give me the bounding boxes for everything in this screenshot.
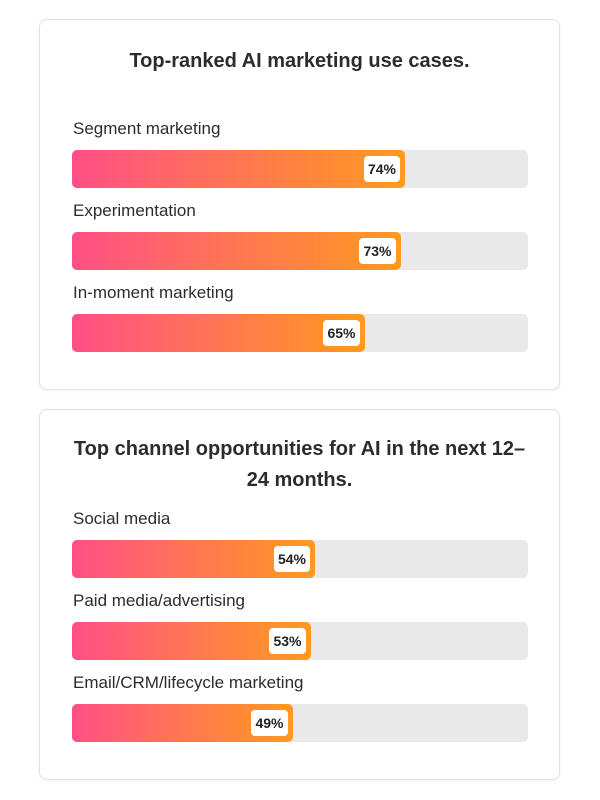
bar-label: Paid media/advertising: [73, 591, 245, 610]
bar-value-label: 53%: [269, 628, 306, 654]
bar-fill: 73%: [72, 232, 401, 270]
bar-track: 73%: [72, 232, 528, 270]
bar-track: 54%: [72, 540, 528, 578]
bar-row: Email/CRM/lifecycle marketing 49%: [72, 672, 529, 754]
bar-fill: 53%: [72, 622, 311, 660]
bar-value-label: 54%: [273, 546, 310, 572]
bar-label: In-moment marketing: [73, 283, 234, 302]
bar-row: Experimentation 73%: [72, 200, 529, 282]
channel-opportunities-card: Top channel opportunities for AI in the …: [39, 409, 560, 780]
bar-fill: 65%: [72, 314, 365, 352]
bar-track: 74%: [72, 150, 528, 188]
bar-label: Experimentation: [73, 201, 196, 220]
bar-value-label: 74%: [363, 156, 400, 182]
use-cases-bar-list: Segment marketing 74% Experimentation 73…: [72, 118, 529, 364]
bar-label: Email/CRM/lifecycle marketing: [73, 673, 304, 692]
channel-bar-list: Social media 54% Paid media/advertising …: [72, 508, 529, 754]
bar-row: Social media 54%: [72, 508, 529, 590]
bar-label: Segment marketing: [73, 119, 221, 138]
use-cases-card: Top-ranked AI marketing use cases. Segme…: [39, 19, 560, 390]
bar-row: In-moment marketing 65%: [72, 282, 529, 364]
bar-fill: 54%: [72, 540, 315, 578]
bar-fill: 49%: [72, 704, 293, 742]
bar-value-label: 73%: [359, 238, 396, 264]
channel-opportunities-title: Top channel opportunities for AI in the …: [73, 438, 526, 491]
bar-track: 49%: [72, 704, 528, 742]
bar-value-label: 49%: [251, 710, 288, 736]
bar-row: Paid media/advertising 53%: [72, 590, 529, 672]
bar-value-label: 65%: [323, 320, 360, 346]
bar-track: 53%: [72, 622, 528, 660]
bar-fill: 74%: [72, 150, 405, 188]
bar-label: Social media: [73, 509, 171, 528]
bar-row: Segment marketing 74%: [72, 118, 529, 200]
bar-track: 65%: [72, 314, 528, 352]
use-cases-title: Top-ranked AI marketing use cases.: [129, 50, 470, 72]
